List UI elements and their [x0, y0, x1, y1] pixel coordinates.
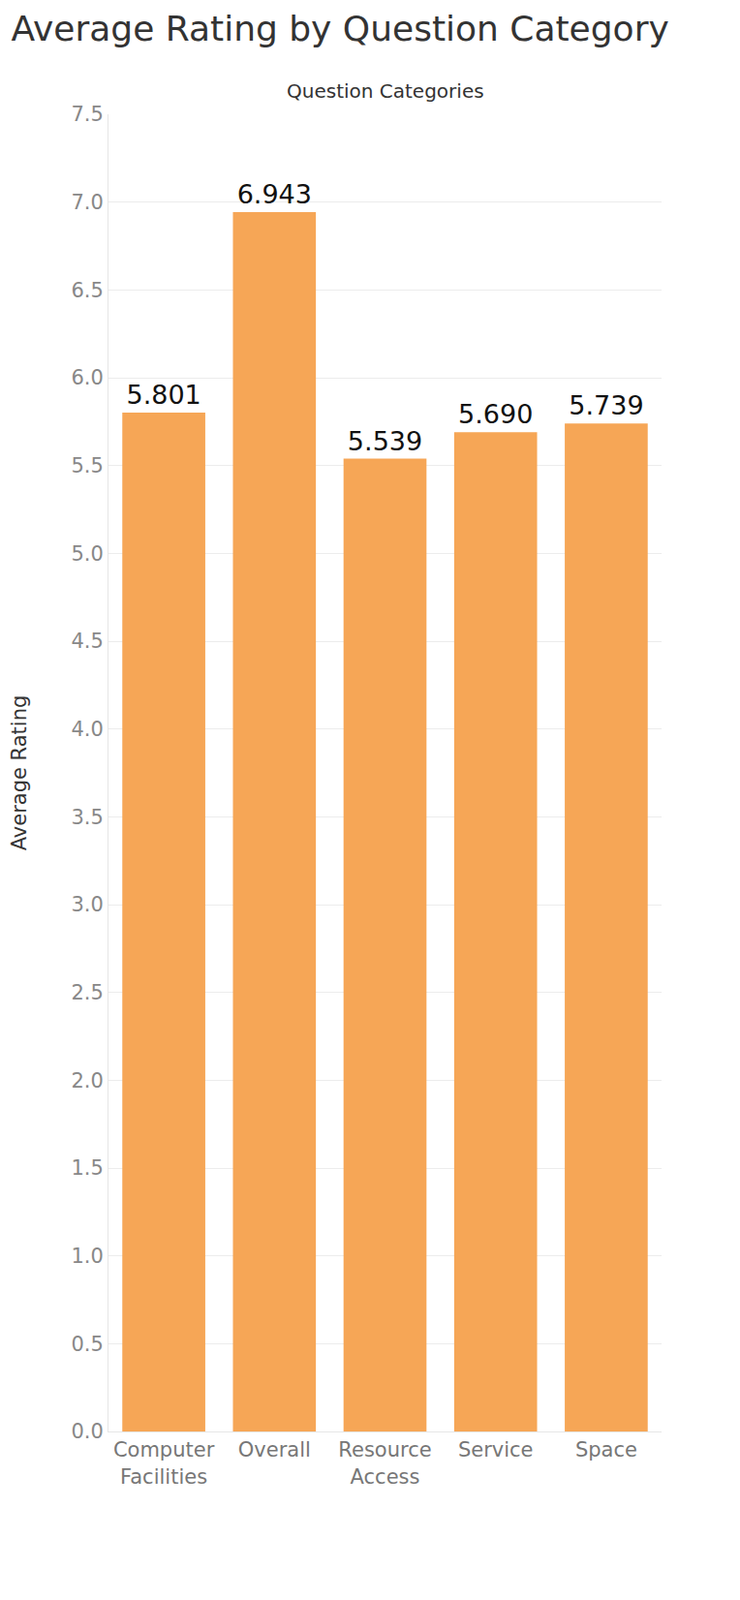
svg-text:5.739: 5.739	[568, 390, 644, 421]
svg-text:1.0: 1.0	[70, 1244, 103, 1268]
svg-text:7.5: 7.5	[70, 102, 103, 126]
svg-text:0.5: 0.5	[70, 1332, 103, 1357]
svg-text:5.801: 5.801	[125, 379, 201, 410]
svg-text:7.0: 7.0	[70, 190, 103, 215]
svg-text:5.0: 5.0	[70, 542, 103, 566]
svg-text:Question Categories: Question Categories	[286, 79, 485, 103]
svg-text:ResourceAccess: ResourceAccess	[338, 1438, 432, 1488]
svg-text:Average Rating by Question Cat: Average Rating by Question Category	[10, 8, 669, 49]
svg-text:6.943: 6.943	[237, 179, 312, 210]
svg-text:3.0: 3.0	[70, 893, 103, 917]
svg-text:1.5: 1.5	[70, 1156, 103, 1180]
svg-text:4.0: 4.0	[70, 717, 103, 741]
svg-text:3.5: 3.5	[70, 805, 103, 830]
svg-text:6.0: 6.0	[70, 366, 103, 390]
svg-text:Service: Service	[458, 1438, 534, 1462]
svg-text:Average Rating: Average Rating	[7, 695, 31, 852]
svg-text:6.5: 6.5	[70, 278, 103, 303]
svg-text:4.5: 4.5	[70, 629, 103, 653]
svg-text:5.690: 5.690	[458, 399, 533, 430]
svg-text:ComputerFacilities: ComputerFacilities	[113, 1438, 216, 1488]
svg-text:Overall: Overall	[238, 1438, 311, 1462]
svg-text:Space: Space	[575, 1438, 638, 1462]
svg-text:5.5: 5.5	[70, 454, 103, 478]
svg-text:2.5: 2.5	[70, 981, 103, 1005]
svg-text:5.539: 5.539	[347, 426, 423, 457]
svg-text:0.0: 0.0	[70, 1419, 103, 1444]
svg-text:2.0: 2.0	[70, 1069, 103, 1093]
